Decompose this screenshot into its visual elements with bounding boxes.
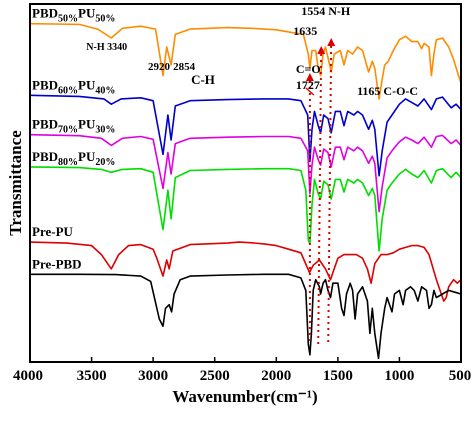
- series-label-pre-pu: Pre-PU: [32, 224, 74, 239]
- annotation-2854: 2854: [173, 61, 196, 73]
- annotation-1727: 1727: [296, 78, 320, 92]
- series-line-pbd80pu20: [29, 166, 462, 252]
- series-label-pbd70pu30: PBD70%PU30%: [32, 117, 115, 136]
- reference-arrow-1554: [327, 38, 336, 46]
- x-tick-label-3500: 3500: [77, 368, 107, 384]
- annotation-n-h-3340: N-H 3340: [86, 42, 127, 53]
- series-labels-layer: PBD50%PU50% PBD60%PU40% PBD70%PU30% PBD80%P…: [32, 6, 115, 272]
- series-label-pbd80pu20: PBD80%PU20%: [32, 149, 115, 168]
- annotation-c-h: C-H: [191, 72, 215, 87]
- series-line-pbd50pu50: [29, 22, 462, 100]
- reference-line-1635: [317, 47, 323, 346]
- spectra-layer: [29, 22, 462, 360]
- x-tick-label-2000: 2000: [261, 368, 291, 384]
- annotation-pointer-1727: [305, 87, 315, 96]
- x-axis-ticks: 4000 3500 3000 2500 2000 1500 1000 500: [13, 357, 471, 384]
- annotation-1165-c-o-c: 1165 C-O-C: [357, 84, 418, 98]
- x-tick-label-500: 500: [449, 368, 472, 384]
- x-tick-label-2500: 2500: [200, 368, 230, 384]
- reference-arrow-1727: [305, 73, 314, 81]
- reference-arrow-1635: [317, 46, 326, 54]
- annotation-c-o: C=O: [296, 62, 321, 76]
- annotation-1635: 1635: [293, 24, 317, 38]
- x-tick-label-4000: 4000: [13, 368, 43, 384]
- y-axis-label: Transmittance: [6, 130, 25, 236]
- annotation-1554-n-h: 1554 N-H: [301, 4, 351, 18]
- reference-lines-layer: [305, 38, 336, 346]
- x-axis-label: Wavenumber(cm⁻¹): [172, 387, 317, 406]
- series-line-pbd60pu40: [29, 94, 462, 177]
- annotation-2920: 2920: [148, 61, 171, 73]
- series-line-pbd70pu30: [29, 133, 462, 213]
- series-line-pre-pu: [29, 241, 462, 302]
- series-line-pre-pbd: [30, 273, 462, 360]
- series-label-pbd60pu40: PBD60%PU40%: [32, 77, 115, 96]
- series-label-pre-pbd: Pre-PBD: [32, 256, 82, 271]
- x-tick-label-1000: 1000: [384, 368, 414, 384]
- plot-frame: [29, 3, 462, 363]
- x-tick-label-1500: 1500: [323, 368, 353, 384]
- x-tick-label-3000: 3000: [138, 368, 168, 384]
- series-label-pbd50pu50: PBD50%PU50%: [32, 6, 115, 25]
